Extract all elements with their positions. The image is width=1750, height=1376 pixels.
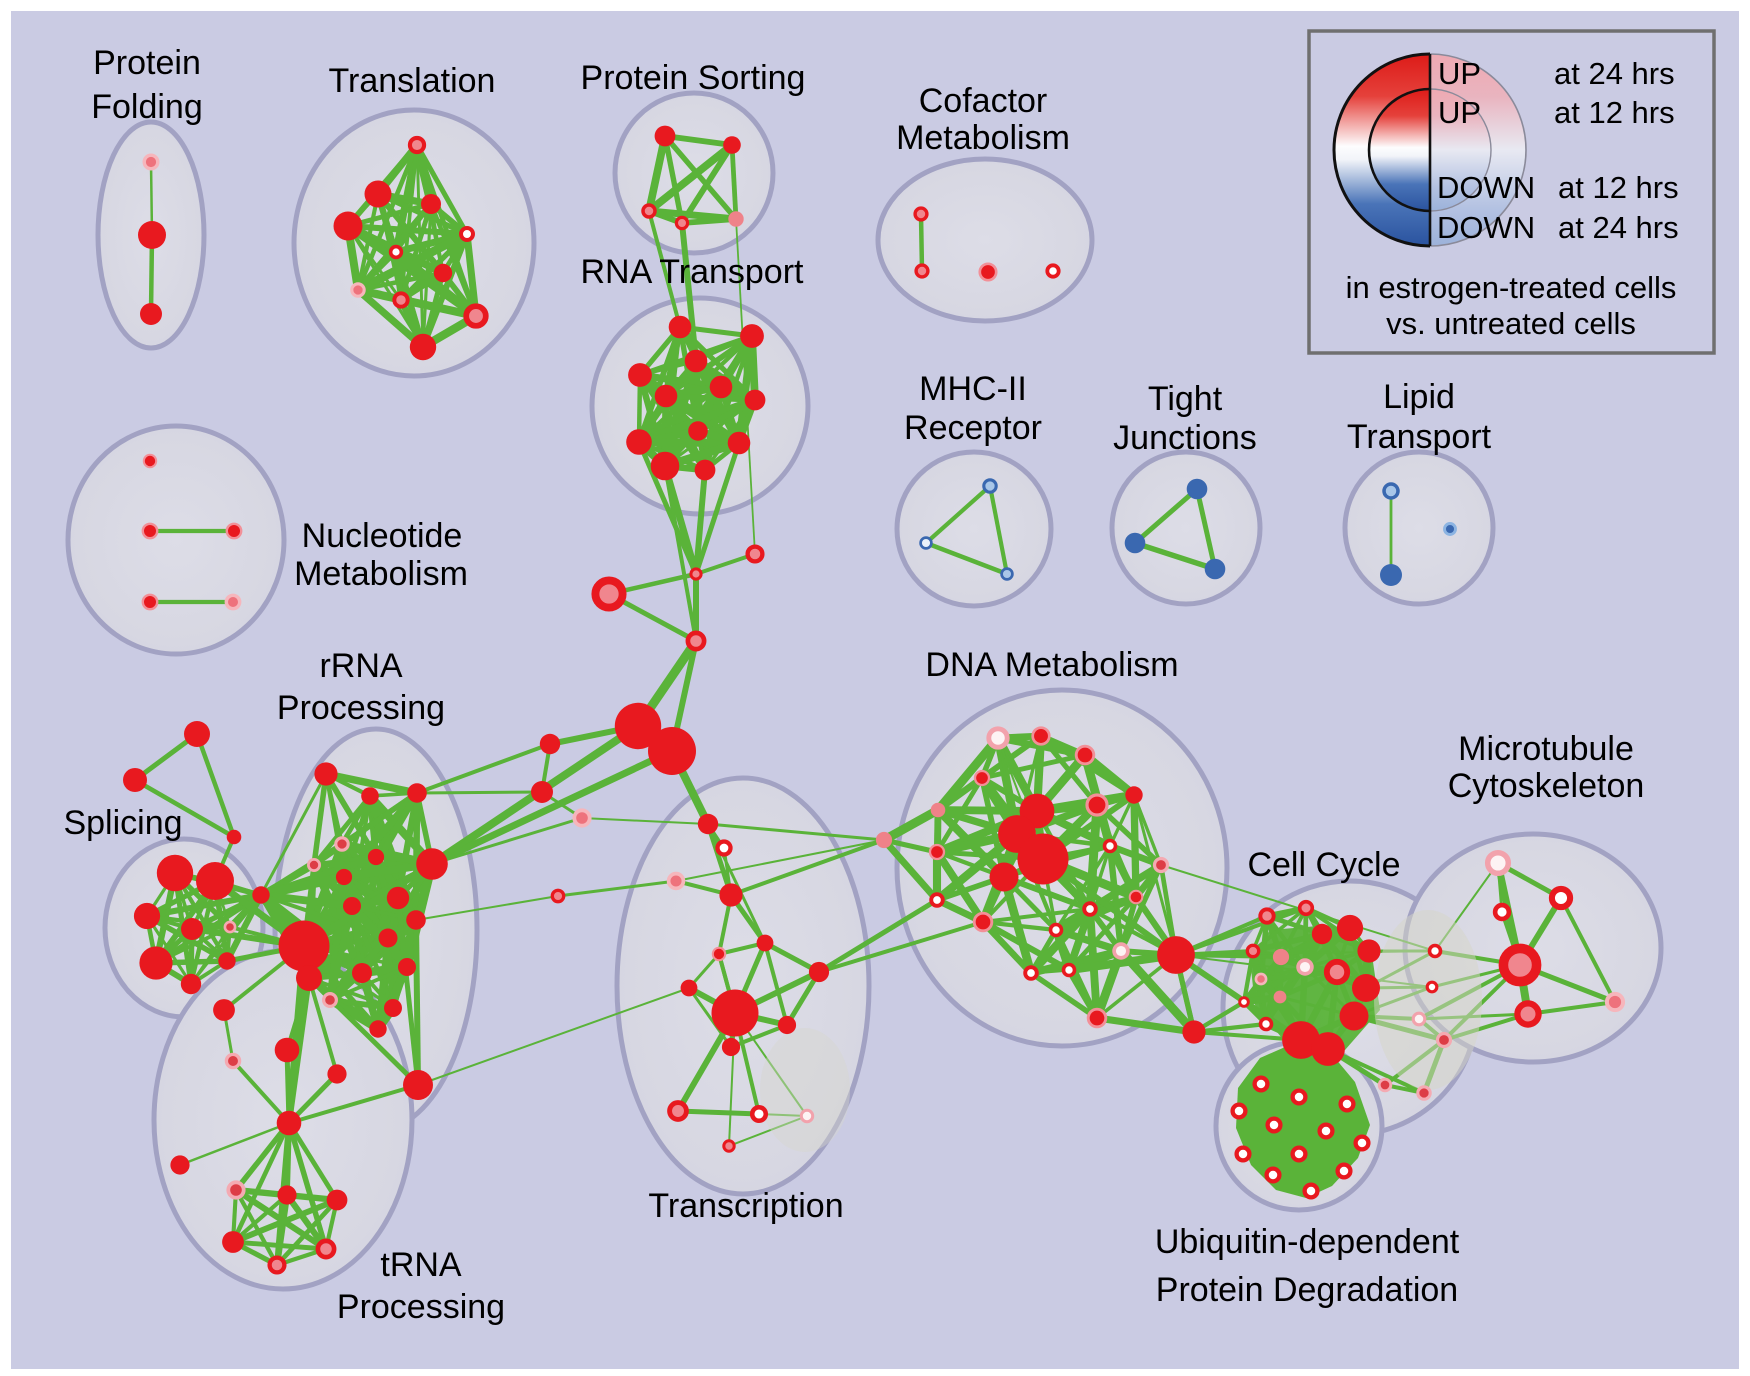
svg-text:tRNA: tRNA xyxy=(380,1246,462,1284)
svg-text:Protein Degradation: Protein Degradation xyxy=(1156,1271,1458,1309)
svg-text:DOWN: DOWN xyxy=(1437,170,1535,205)
svg-text:Translation: Translation xyxy=(329,62,496,100)
svg-text:Metabolism: Metabolism xyxy=(294,555,468,593)
svg-text:at 24 hrs: at 24 hrs xyxy=(1554,56,1675,91)
svg-text:Cofactor: Cofactor xyxy=(919,82,1048,120)
svg-text:in estrogen-treated cells: in estrogen-treated cells xyxy=(1346,270,1677,305)
svg-text:Transcription: Transcription xyxy=(648,1187,843,1225)
svg-text:Splicing: Splicing xyxy=(63,804,182,842)
svg-text:Transport: Transport xyxy=(1347,418,1492,456)
svg-text:Tight: Tight xyxy=(1148,380,1223,418)
svg-text:Junctions: Junctions xyxy=(1113,419,1257,457)
svg-text:at 12 hrs: at 12 hrs xyxy=(1554,95,1675,130)
svg-text:UP: UP xyxy=(1438,95,1481,130)
svg-text:Protein: Protein xyxy=(93,44,201,82)
svg-text:Lipid: Lipid xyxy=(1383,378,1455,416)
svg-text:DOWN: DOWN xyxy=(1437,210,1535,245)
svg-text:at 24 hrs: at 24 hrs xyxy=(1558,210,1679,245)
svg-text:Cell Cycle: Cell Cycle xyxy=(1247,846,1400,884)
svg-text:Microtubule: Microtubule xyxy=(1458,730,1634,768)
svg-text:Metabolism: Metabolism xyxy=(896,119,1070,157)
svg-text:DNA Metabolism: DNA Metabolism xyxy=(925,646,1178,684)
svg-text:Protein Sorting: Protein Sorting xyxy=(581,59,806,97)
svg-text:Nucleotide: Nucleotide xyxy=(302,517,463,555)
svg-text:Processing: Processing xyxy=(277,689,445,727)
svg-text:Receptor: Receptor xyxy=(904,409,1042,447)
svg-text:Cytoskeleton: Cytoskeleton xyxy=(1448,767,1645,805)
svg-text:vs. untreated cells: vs. untreated cells xyxy=(1386,306,1636,341)
svg-text:Processing: Processing xyxy=(337,1288,505,1326)
svg-text:RNA Transport: RNA Transport xyxy=(581,253,805,291)
svg-text:Ubiquitin-dependent: Ubiquitin-dependent xyxy=(1155,1223,1460,1261)
svg-text:Folding: Folding xyxy=(91,88,203,126)
svg-text:UP: UP xyxy=(1438,56,1481,91)
svg-text:at 12 hrs: at 12 hrs xyxy=(1558,170,1679,205)
svg-text:rRNA: rRNA xyxy=(319,647,402,685)
svg-text:MHC-II: MHC-II xyxy=(919,370,1027,408)
